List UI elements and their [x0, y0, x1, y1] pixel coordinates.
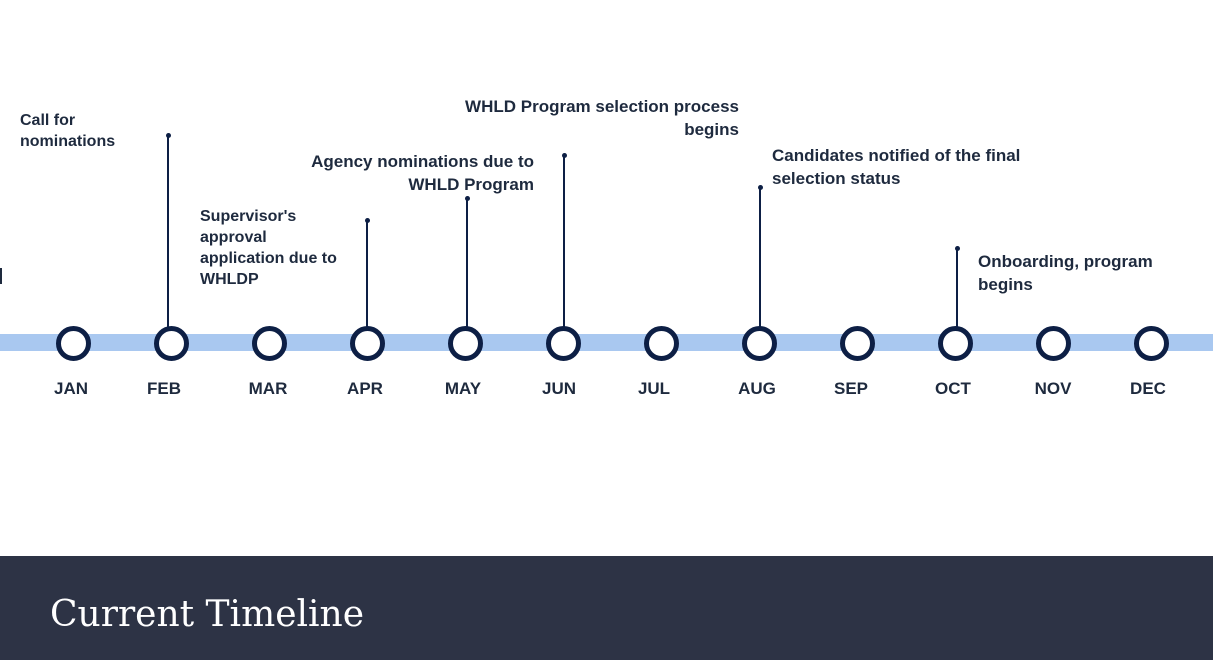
milestone-onboarding: Onboarding, program begins — [978, 252, 1153, 294]
node-apr — [349, 325, 385, 361]
node-oct — [937, 325, 973, 361]
node-mar — [251, 325, 287, 361]
stem-dot-oct — [954, 245, 960, 251]
stem-aug — [759, 187, 761, 331]
node-dec — [1133, 325, 1169, 361]
month-label-apr: APR — [347, 379, 383, 398]
stem-oct — [956, 248, 958, 331]
stem-dot-jun — [561, 152, 567, 158]
stem-feb — [167, 135, 169, 331]
node-feb — [153, 325, 189, 361]
milestone-call-for-nominations: Call for nominations — [20, 112, 116, 150]
node-jan — [55, 325, 91, 361]
month-label-sep: SEP — [833, 379, 869, 398]
node-may — [447, 325, 483, 361]
month-label-nov: NOV — [1034, 379, 1072, 398]
milestone-selection-process: WHLD Program selection process begins — [465, 97, 739, 139]
month-label-feb: FEB — [147, 379, 181, 398]
month-label-dec: DEC — [1130, 379, 1166, 398]
stem-apr — [366, 220, 368, 331]
stem-dot-may — [464, 195, 470, 201]
node-aug — [741, 325, 777, 361]
edge-mark — [0, 268, 2, 284]
milestone-candidates-notified: Candidates notified of the final selecti… — [772, 146, 1021, 188]
footer-banner — [0, 556, 1213, 660]
month-label-aug: AUG — [738, 379, 776, 398]
node-jul — [643, 325, 679, 361]
stem-jun — [563, 155, 565, 331]
milestone-agency-nominations: Agency nominations due to WHLD Program — [311, 152, 534, 194]
month-label-oct: OCT — [935, 379, 971, 398]
month-label-mar: MAR — [248, 379, 288, 398]
month-label-jan: JAN — [53, 379, 88, 398]
stem-dot-feb — [165, 132, 171, 138]
milestone-supervisor-approval: Supervisor's approval application due to… — [200, 208, 337, 288]
timeline-bar — [0, 334, 1213, 351]
stem-may — [466, 198, 468, 331]
month-label-may: MAY — [444, 379, 482, 398]
page-title: Current Timeline — [50, 594, 365, 635]
stem-dot-apr — [364, 217, 370, 223]
month-label-jun: JUN — [541, 379, 576, 398]
stem-dot-aug — [757, 184, 763, 190]
month-label-jul: JUL — [637, 379, 671, 398]
node-nov — [1035, 325, 1071, 361]
node-jun — [545, 325, 581, 361]
timeline-area: JAN FEB MAR APR MAY JUN JUL AUG SEP OCT … — [0, 97, 1213, 398]
node-sep — [839, 325, 875, 361]
